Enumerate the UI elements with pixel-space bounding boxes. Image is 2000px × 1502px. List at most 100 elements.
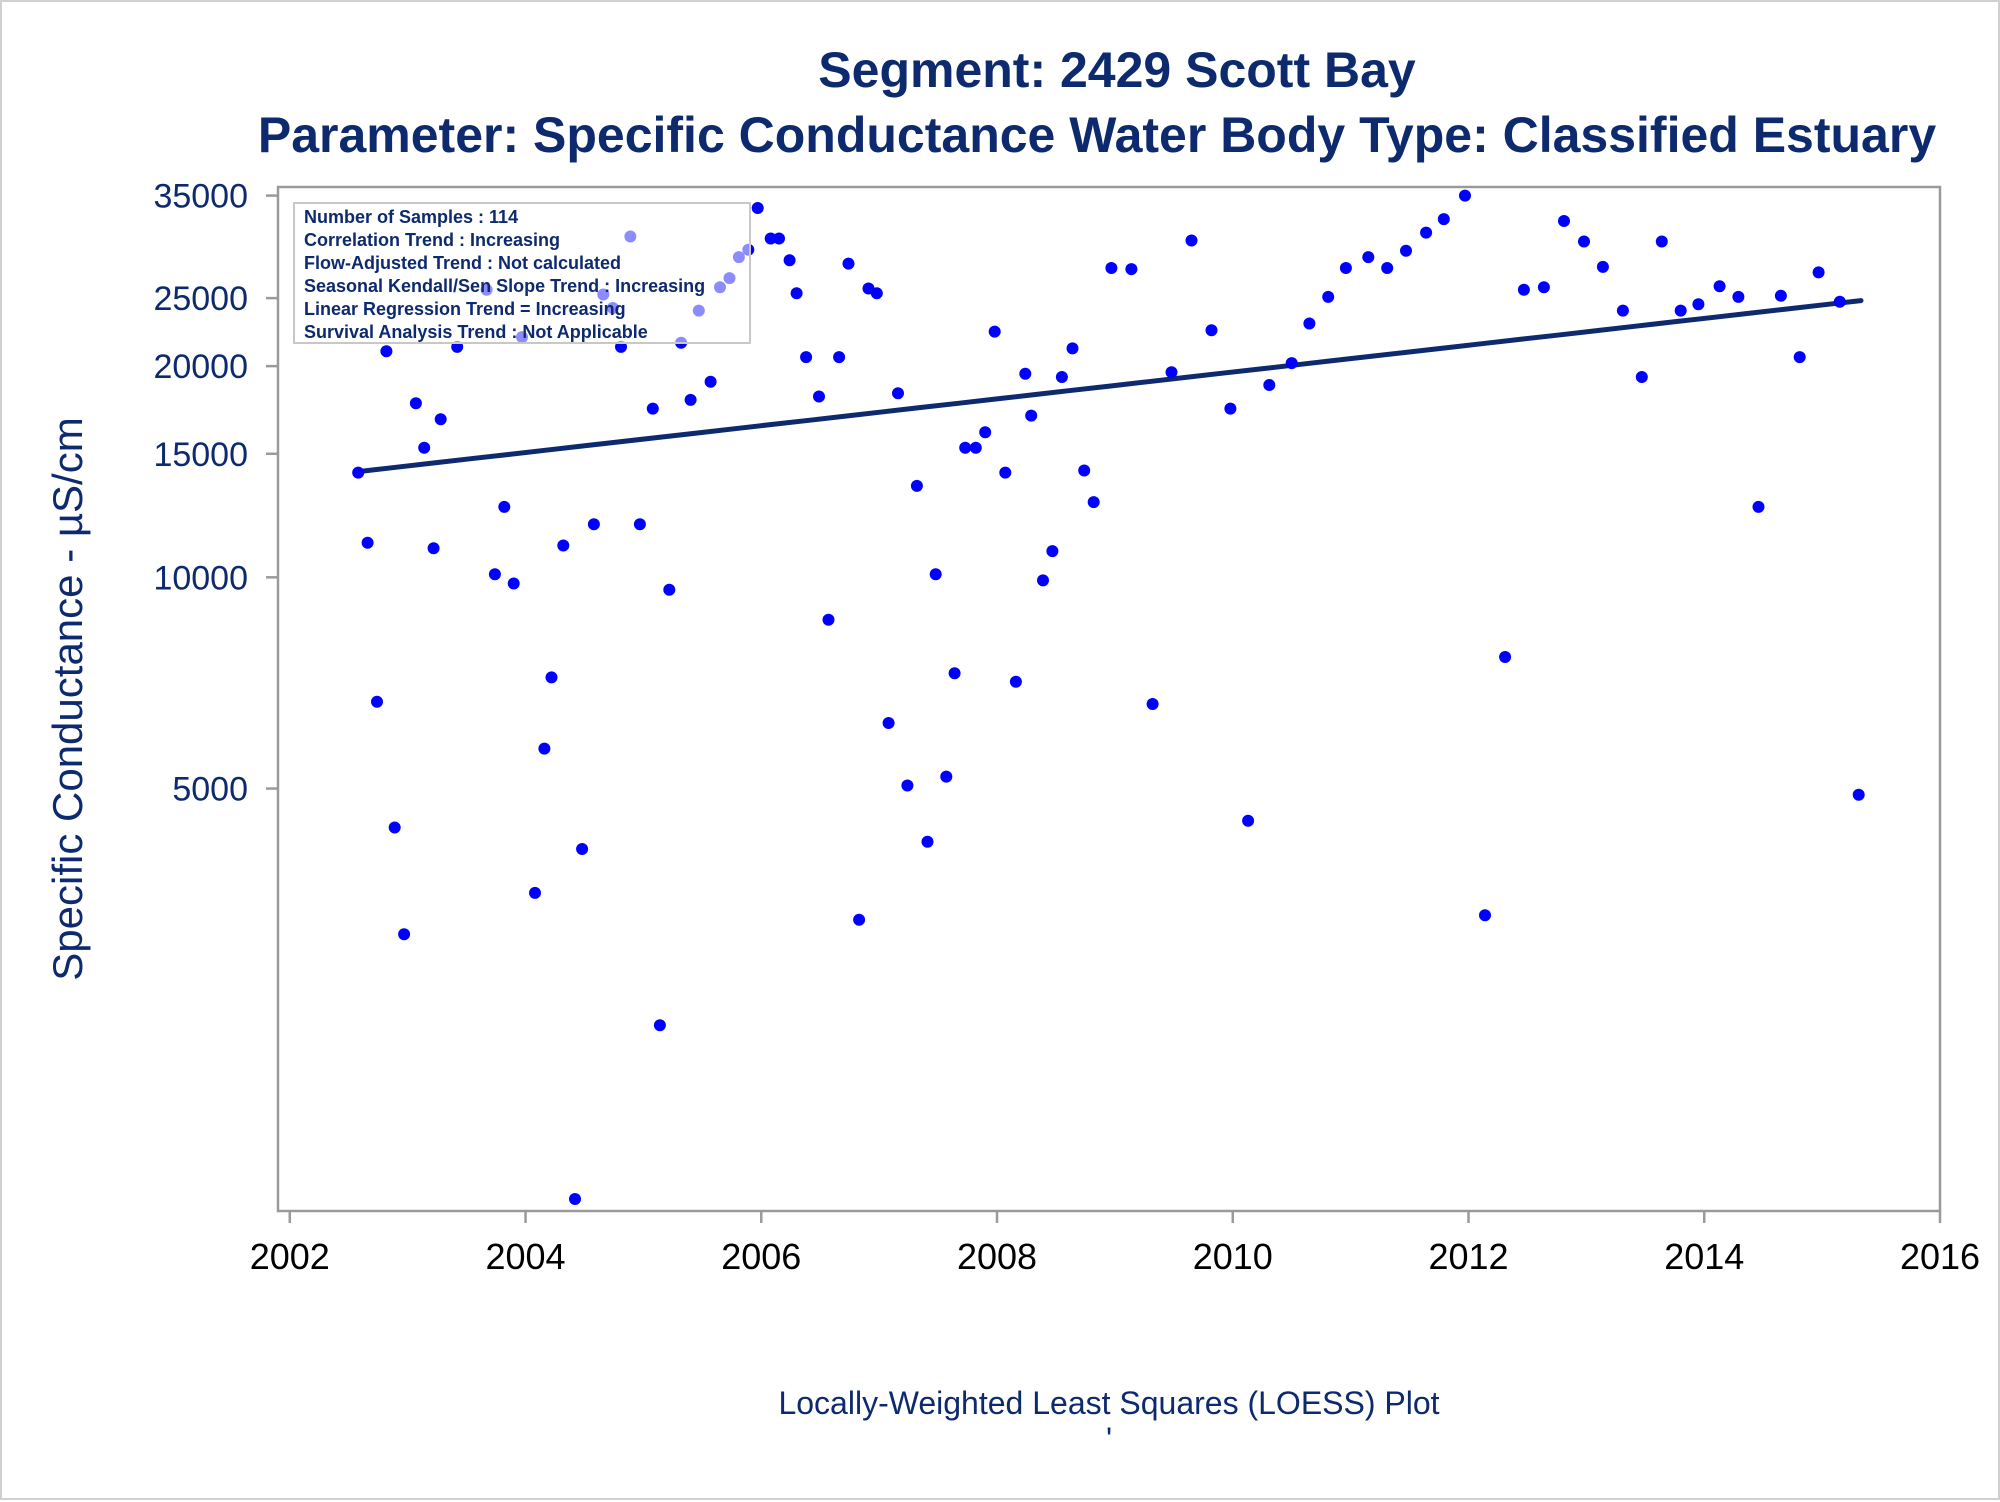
data-point [790,287,803,300]
data-point [1087,496,1100,509]
data-point [1037,574,1049,587]
data-point [569,1193,581,1205]
data-point [380,345,393,358]
stats-line-samples: Number of Samples : 114 [304,207,518,227]
data-point [988,325,1001,338]
data-point [870,287,883,300]
data-point [1558,215,1570,227]
data-point [1055,371,1068,383]
x-tick-label: 2014 [1664,1236,1744,1277]
x-tick-label: 2012 [1428,1236,1508,1277]
data-point [921,835,934,848]
data-point [557,539,570,552]
trend-line-group [355,298,1864,475]
data-point [418,441,431,454]
data-point [1025,409,1038,422]
data-point [507,577,520,590]
data-point [783,254,796,267]
data-point [842,257,855,270]
data-point [653,1019,666,1032]
data-point [751,202,764,214]
x-tick-label: 2010 [1193,1236,1273,1277]
data-point [1674,304,1687,317]
data-point [1616,304,1629,317]
data-point [999,466,1012,479]
data-point [409,397,422,410]
data-point [633,518,646,531]
x-tick-label: 2006 [721,1236,801,1277]
data-point [434,413,447,426]
data-point [1078,464,1091,477]
data-point [969,441,982,454]
data-point [398,928,411,941]
data-point [1165,366,1178,379]
stats-line-survival: Survival Analysis Trend : Not Applicable [304,322,648,342]
data-point [646,402,659,415]
y-tick-label: 15000 [153,436,248,474]
data-point [1833,295,1846,308]
data-point [1224,402,1237,415]
data-point [1146,698,1159,710]
data-point [371,695,383,708]
chart-title: Segment: 2429 Scott Bay [818,42,1416,98]
data-point [1105,262,1118,274]
y-axis-label: Specific Conductance - µS/cm [44,417,91,980]
data-point [388,821,401,834]
data-point [1635,371,1648,383]
data-point [1537,281,1550,294]
data-point [498,500,511,513]
data-point [1339,262,1352,274]
trend-line [355,298,1864,475]
stats-box-frame [293,202,751,344]
data-point [882,717,895,729]
data-point [1596,260,1609,273]
data-point [1381,262,1394,274]
stats-box: Number of Samples : 114 Correlation Tren… [293,202,751,344]
data-point [1125,263,1138,276]
y-tick-label: 20000 [153,348,248,386]
footnote-mark: ' [1106,1421,1112,1457]
data-point [1019,367,1032,380]
x-tick-label: 2008 [957,1236,1037,1277]
data-point [910,479,923,492]
data-point [587,518,600,531]
data-point [773,232,785,245]
data-point [1400,244,1412,257]
footnote: Locally-Weighted Least Squares (LOESS) P… [778,1385,1439,1421]
data-point [1655,235,1668,248]
data-point [822,613,835,626]
data-point [1009,675,1022,688]
data-point [1852,788,1865,801]
stats-line-flow-adjusted: Flow-Adjusted Trend : Not calculated [304,253,621,273]
data-point [1362,251,1375,264]
chart-subtitle: Parameter: Specific Conductance Water Bo… [258,107,1936,163]
data-point [1499,651,1512,663]
data-point [1793,351,1806,364]
data-point [1185,234,1198,247]
data-point [1437,213,1450,226]
data-point [959,441,972,454]
y-tick-label: 10000 [153,559,248,597]
data-point [1263,379,1276,391]
data-point [1732,290,1745,303]
data-point [800,351,813,364]
data-point [1459,189,1471,202]
data-point [1692,298,1705,311]
data-point [1285,357,1298,370]
axis-ticks: 2002 2004 2006 2008 2010 2012 2014 2016 5000 1000… [153,178,1980,1277]
data-point [1420,226,1433,239]
x-tick-label: 2002 [250,1236,330,1277]
data-point [892,387,904,400]
data-point [1242,814,1255,827]
data-point [948,667,961,680]
y-tick-label: 5000 [172,771,248,809]
data-point [1752,500,1765,513]
data-point [1774,289,1787,302]
data-point [901,779,914,792]
y-tick-label: 35000 [153,178,248,216]
data-point [940,770,953,783]
x-tick-label: 2004 [485,1236,565,1277]
data-point [833,351,846,364]
